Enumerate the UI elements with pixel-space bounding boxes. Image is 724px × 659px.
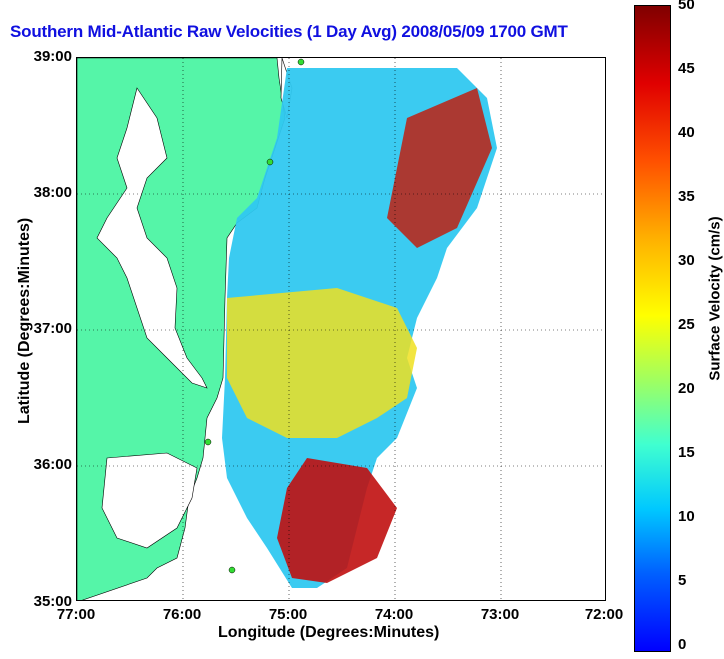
colorbar [634,5,671,652]
colorbar-label: Surface Velocity (cm/s) [706,216,724,381]
x-axis-label: Longitude (Degrees:Minutes) [218,624,440,641]
x-tick-77: 77:00 [56,606,96,623]
chesapeake-bay [96,87,208,389]
map-title: Southern Mid-Atlantic Raw Velocities (1 … [10,22,568,41]
y-tick-38: 38:00 [33,184,72,201]
colorbar-tick: 45 [678,60,695,77]
y-tick-37: 37:00 [33,320,72,337]
x-tick-75: 75:00 [268,606,308,623]
colorbar-tick: 0 [678,636,687,653]
y-tick-36: 36:00 [33,456,72,473]
x-tick-74: 74:00 [374,606,414,623]
station-marker [266,158,274,166]
station-marker [297,58,305,66]
colorbar-tick: 5 [678,572,687,589]
colorbar-tick: 50 [678,0,695,13]
velocity-map-svg [77,58,605,600]
colorbar-tick: 40 [678,124,695,141]
coverage-hot-north [387,88,492,248]
station-marker [228,566,236,574]
coverage-hot [277,458,397,583]
y-tick-39: 39:00 [33,48,72,65]
x-tick-72: 72:00 [584,606,624,623]
pamlico-sound [101,452,198,549]
station-marker [204,438,212,446]
colorbar-tick: 35 [678,188,695,205]
colorbar-tick: 15 [678,444,695,461]
colorbar-tick: 10 [678,508,695,525]
coverage-warm [227,288,417,438]
x-tick-76: 76:00 [162,606,202,623]
colorbar-tick: 25 [678,316,695,333]
y-tick-35: 35:00 [33,593,72,610]
map-plot-area [76,57,606,601]
x-tick-73: 73:00 [480,606,520,623]
colorbar-tick: 30 [678,252,695,269]
colorbar-tick: 20 [678,380,695,397]
